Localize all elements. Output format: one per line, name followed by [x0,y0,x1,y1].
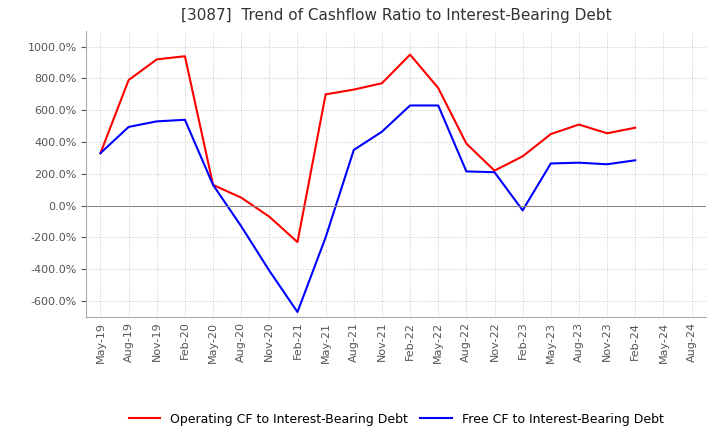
Operating CF to Interest-Bearing Debt [293,239,302,245]
Free CF to Interest-Bearing Debt [237,224,246,229]
Line: Free CF to Interest-Bearing Debt: Free CF to Interest-Bearing Debt [101,106,635,312]
Free CF to Interest-Bearing Debt [181,117,189,122]
Free CF to Interest-Bearing Debt [518,208,527,213]
Operating CF to Interest-Bearing Debt [631,125,639,130]
Free CF to Interest-Bearing Debt [462,169,471,174]
Title: [3087]  Trend of Cashflow Ratio to Interest-Bearing Debt: [3087] Trend of Cashflow Ratio to Intere… [181,7,611,23]
Operating CF to Interest-Bearing Debt [518,154,527,159]
Free CF to Interest-Bearing Debt [349,147,358,153]
Operating CF to Interest-Bearing Debt [546,132,555,137]
Free CF to Interest-Bearing Debt [434,103,443,108]
Operating CF to Interest-Bearing Debt [125,77,133,83]
Free CF to Interest-Bearing Debt [546,161,555,166]
Operating CF to Interest-Bearing Debt [349,87,358,92]
Operating CF to Interest-Bearing Debt [181,54,189,59]
Free CF to Interest-Bearing Debt [377,129,386,134]
Operating CF to Interest-Bearing Debt [603,131,611,136]
Operating CF to Interest-Bearing Debt [377,81,386,86]
Legend: Operating CF to Interest-Bearing Debt, Free CF to Interest-Bearing Debt: Operating CF to Interest-Bearing Debt, F… [124,408,668,431]
Free CF to Interest-Bearing Debt [631,158,639,163]
Free CF to Interest-Bearing Debt [125,124,133,129]
Free CF to Interest-Bearing Debt [96,150,105,156]
Operating CF to Interest-Bearing Debt [406,52,415,57]
Free CF to Interest-Bearing Debt [293,309,302,315]
Free CF to Interest-Bearing Debt [265,268,274,273]
Operating CF to Interest-Bearing Debt [96,150,105,156]
Operating CF to Interest-Bearing Debt [490,168,499,173]
Free CF to Interest-Bearing Debt [321,235,330,240]
Operating CF to Interest-Bearing Debt [321,92,330,97]
Operating CF to Interest-Bearing Debt [434,85,443,91]
Operating CF to Interest-Bearing Debt [575,122,583,127]
Operating CF to Interest-Bearing Debt [237,195,246,200]
Free CF to Interest-Bearing Debt [575,160,583,165]
Line: Operating CF to Interest-Bearing Debt: Operating CF to Interest-Bearing Debt [101,55,635,242]
Free CF to Interest-Bearing Debt [406,103,415,108]
Operating CF to Interest-Bearing Debt [265,214,274,219]
Free CF to Interest-Bearing Debt [153,119,161,124]
Free CF to Interest-Bearing Debt [209,182,217,187]
Operating CF to Interest-Bearing Debt [462,141,471,146]
Operating CF to Interest-Bearing Debt [209,182,217,187]
Free CF to Interest-Bearing Debt [603,161,611,167]
Operating CF to Interest-Bearing Debt [153,57,161,62]
Free CF to Interest-Bearing Debt [490,169,499,175]
